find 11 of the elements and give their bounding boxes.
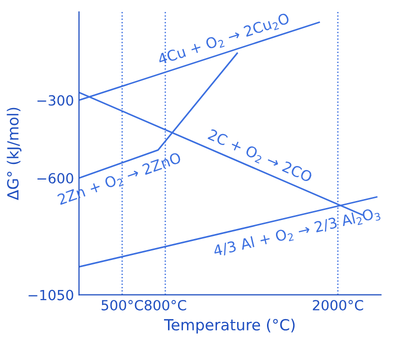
x-tick-label: 500°C [102, 300, 143, 310]
y-tick-label: −300 [37, 95, 74, 106]
x-axis-title: Temperature (°C) [164, 318, 295, 334]
text: 4Cu + O$_{2}$ → 2Cu$_{2}$O [157, 12, 291, 67]
y-tick-label: −600 [37, 173, 74, 184]
x-tick-label: 2000°C [312, 300, 364, 310]
y-tick-label: −1050 [28, 290, 74, 300]
text: 2C + O$_{2}$ → 2CO [206, 128, 313, 185]
y-axis-title: ΔG° (kJ/mol) [6, 108, 22, 200]
x-tick-label: 800°C [144, 300, 186, 310]
text: 4/3 Al + O$_{2}$ → 2/3 Al$_{2}$O$_{3}$ [212, 206, 381, 259]
